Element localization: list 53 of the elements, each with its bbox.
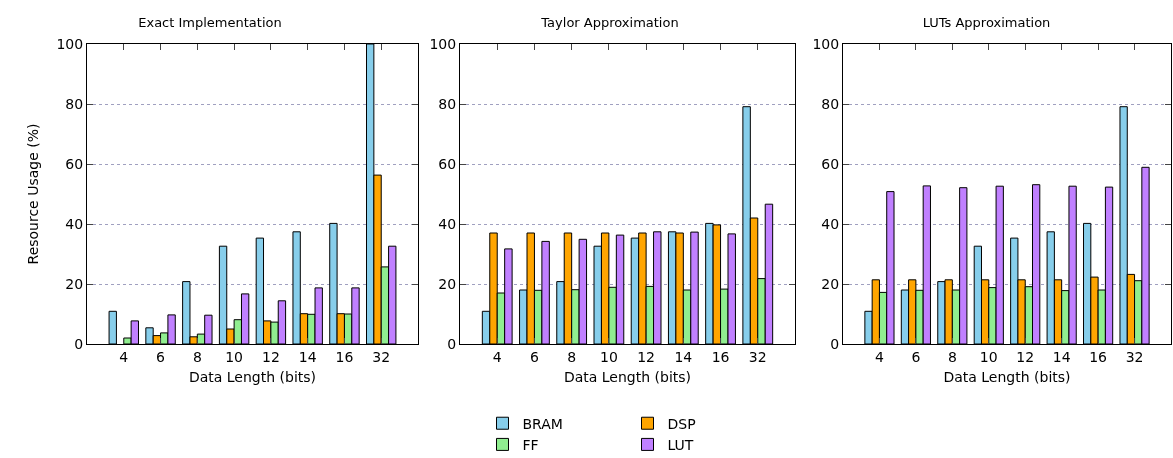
- y-tick-label: 60: [821, 155, 840, 172]
- y-tick-label: 20: [821, 275, 840, 292]
- y-tick-label: 100: [56, 35, 84, 52]
- y-tick-label: 60: [65, 155, 84, 172]
- x-tick-label: 16: [711, 348, 730, 365]
- x-tick-label: 14: [674, 348, 693, 365]
- x-tick-label: 10: [599, 348, 618, 365]
- y-tick-label: 60: [438, 155, 457, 172]
- x-tick-label: 4: [119, 348, 129, 365]
- x-tick-label: 4: [874, 348, 884, 365]
- x-tick-label: 10: [225, 348, 244, 365]
- x-tick-label: 10: [979, 348, 998, 365]
- legend-label: DSP: [667, 415, 696, 432]
- y-tick-label: 80: [65, 95, 84, 112]
- x-tick-label: 14: [298, 348, 317, 365]
- y-axis-title: Resource Usage (%): [25, 123, 42, 265]
- y-tick-label: 80: [821, 95, 840, 112]
- x-tick-label: 4: [492, 348, 502, 365]
- y-tick-label: 40: [438, 215, 457, 232]
- x-tick-label: 6: [911, 348, 921, 365]
- x-axis-title: Data Length (bits): [943, 369, 1071, 386]
- x-tick-label: 14: [1052, 348, 1071, 365]
- legend-label: FF: [522, 436, 539, 453]
- y-tick-label: 40: [65, 215, 84, 232]
- y-tick-label: 80: [438, 95, 457, 112]
- y-tick-label: 0: [74, 335, 84, 352]
- x-axis-title: Data Length (bits): [188, 369, 317, 386]
- x-tick-label: 12: [261, 348, 280, 365]
- x-tick-label: 16: [335, 348, 354, 365]
- x-tick-label: 6: [529, 348, 539, 365]
- x-tick-label: 6: [156, 348, 166, 365]
- y-tick-label: 20: [438, 275, 457, 292]
- x-tick-label: 12: [637, 348, 656, 365]
- x-axis-title: Data Length (bits): [563, 369, 692, 386]
- x-tick-label: 32: [1125, 348, 1144, 365]
- x-tick-label: 8: [947, 348, 957, 365]
- x-tick-label: 32: [748, 348, 767, 365]
- chart-title: Exact Implementation: [138, 15, 282, 31]
- x-tick-label: 12: [1016, 348, 1035, 365]
- legend-label: LUT: [667, 436, 694, 453]
- legend-label: BRAM: [522, 415, 563, 432]
- y-tick-label: 0: [830, 335, 840, 352]
- x-tick-label: 16: [1089, 348, 1108, 365]
- x-tick-label: 8: [192, 348, 202, 365]
- y-tick-label: 100: [812, 35, 840, 52]
- y-tick-label: 40: [821, 215, 840, 232]
- x-tick-label: 32: [372, 348, 391, 365]
- y-tick-label: 100: [429, 35, 457, 52]
- chart-title: Taylor Approximation: [540, 15, 679, 31]
- y-tick-label: 20: [65, 275, 84, 292]
- x-tick-label: 8: [567, 348, 577, 365]
- y-tick-label: 0: [447, 335, 457, 352]
- chart-title: LUTs Approximation: [922, 15, 1051, 31]
